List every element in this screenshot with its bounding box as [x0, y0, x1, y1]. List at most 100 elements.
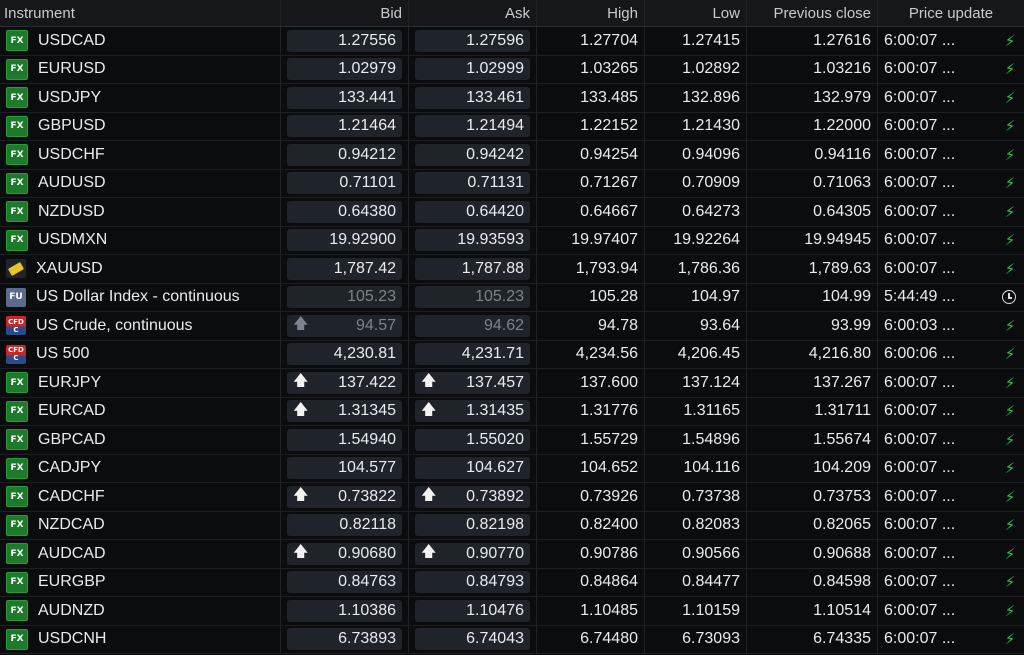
- table-row[interactable]: FX GBPUSD 1.21464 1.21494 1.22152 1.2143…: [0, 112, 1024, 141]
- bid-cell[interactable]: 0.84763: [281, 568, 409, 596]
- instrument-cell[interactable]: FX CADCHF: [0, 483, 281, 511]
- instrument-cell[interactable]: FX EURGBP: [0, 568, 281, 596]
- bid-cell[interactable]: 🡅 1.31345: [281, 397, 409, 425]
- instrument-cell[interactable]: FX EURJPY: [0, 369, 281, 397]
- bid-cell[interactable]: 1,787.42: [281, 255, 409, 283]
- instrument-cell[interactable]: CFD C US Crude, continuous: [0, 312, 281, 340]
- ask-cell[interactable]: 1.27596: [409, 27, 537, 55]
- bid-price-button[interactable]: 6.73893: [287, 628, 402, 651]
- bid-price-button[interactable]: 🡅 137.422: [287, 371, 402, 394]
- ask-price-button[interactable]: 6.74043: [415, 628, 530, 651]
- column-header-price-update[interactable]: Price update: [908, 4, 994, 22]
- ask-cell[interactable]: 133.461: [409, 84, 537, 112]
- ask-cell[interactable]: 4,231.71: [409, 340, 537, 368]
- bid-price-button[interactable]: 1,787.42: [287, 257, 402, 280]
- table-row[interactable]: FX CADJPY 104.577 104.627 104.652 104.11…: [0, 454, 1024, 483]
- bid-price-button[interactable]: 19.92900: [287, 229, 402, 252]
- ask-price-button[interactable]: 1.02999: [415, 58, 530, 81]
- bid-price-button[interactable]: 🡅 94.57: [287, 314, 402, 337]
- bid-price-button[interactable]: 1.21464: [287, 115, 402, 138]
- ask-price-button[interactable]: 1.55020: [415, 428, 530, 451]
- bid-price-button[interactable]: 1.27556: [287, 29, 402, 52]
- ask-price-button[interactable]: 🡅 1.31435: [415, 400, 530, 423]
- bid-cell[interactable]: 1.21464: [281, 112, 409, 140]
- table-row[interactable]: FX EURCAD 🡅 1.31345 🡅 1.31435 1.31776 1.…: [0, 397, 1024, 426]
- ask-price-button[interactable]: 🡅 0.73892: [415, 485, 530, 508]
- ask-cell[interactable]: 0.82198: [409, 511, 537, 539]
- bid-cell[interactable]: 1.54940: [281, 426, 409, 454]
- column-header-instrument[interactable]: Instrument: [0, 0, 281, 26]
- table-row[interactable]: FX AUDNZD 1.10386 1.10476 1.10485 1.1015…: [0, 597, 1024, 626]
- instrument-cell[interactable]: FX USDCNH: [0, 625, 281, 653]
- instrument-cell[interactable]: FX AUDNZD: [0, 597, 281, 625]
- instrument-cell[interactable]: FU US Dollar Index - continuous: [0, 283, 281, 311]
- instrument-cell[interactable]: FX GBPUSD: [0, 112, 281, 140]
- ask-cell[interactable]: 0.84793: [409, 568, 537, 596]
- instrument-cell[interactable]: FX NZDCAD: [0, 511, 281, 539]
- ask-cell[interactable]: 1.21494: [409, 112, 537, 140]
- bid-cell[interactable]: 0.64380: [281, 198, 409, 226]
- bid-cell[interactable]: 0.82118: [281, 511, 409, 539]
- bid-price-button[interactable]: 🡅 0.73822: [287, 485, 402, 508]
- table-row[interactable]: FX USDCHF 0.94212 0.94242 0.94254 0.9409…: [0, 141, 1024, 170]
- bid-price-button[interactable]: 105.23: [287, 286, 402, 309]
- table-row[interactable]: FX EURJPY 🡅 137.422 🡅 137.457 137.600 13…: [0, 369, 1024, 398]
- ask-price-button[interactable]: 133.461: [415, 86, 530, 109]
- table-row[interactable]: FU US Dollar Index - continuous 105.23 1…: [0, 283, 1024, 312]
- ask-cell[interactable]: 1.02999: [409, 55, 537, 83]
- ask-price-button[interactable]: 1.27596: [415, 29, 530, 52]
- ask-cell[interactable]: 6.74043: [409, 625, 537, 653]
- ask-price-button[interactable]: 104.627: [415, 457, 530, 480]
- instrument-cell[interactable]: FX USDJPY: [0, 84, 281, 112]
- bid-cell[interactable]: 🡅 0.90680: [281, 540, 409, 568]
- instrument-cell[interactable]: FX GBPCAD: [0, 426, 281, 454]
- table-row[interactable]: FX NZDUSD 0.64380 0.64420 0.64667 0.6427…: [0, 198, 1024, 227]
- bid-price-button[interactable]: 0.82118: [287, 514, 402, 537]
- bid-price-button[interactable]: 0.94212: [287, 143, 402, 166]
- ask-price-button[interactable]: 0.71131: [415, 172, 530, 195]
- bid-cell[interactable]: 🡅 137.422: [281, 369, 409, 397]
- ask-cell[interactable]: 1.10476: [409, 597, 537, 625]
- bid-price-button[interactable]: 0.64380: [287, 200, 402, 223]
- ask-price-button[interactable]: 19.93593: [415, 229, 530, 252]
- instrument-cell[interactable]: FX AUDUSD: [0, 169, 281, 197]
- instrument-cell[interactable]: FX CADJPY: [0, 454, 281, 482]
- bid-price-button[interactable]: 1.54940: [287, 428, 402, 451]
- bid-price-button[interactable]: 104.577: [287, 457, 402, 480]
- table-row[interactable]: FX USDCNH 6.73893 6.74043 6.74480 6.7309…: [0, 625, 1024, 654]
- bid-price-button[interactable]: 0.71101: [287, 172, 402, 195]
- table-row[interactable]: FX AUDUSD 0.71101 0.71131 0.71267 0.7090…: [0, 169, 1024, 198]
- instrument-cell[interactable]: FX USDCAD: [0, 27, 281, 55]
- column-header-ask[interactable]: Ask: [409, 0, 537, 26]
- instrument-cell[interactable]: FX USDMXN: [0, 226, 281, 254]
- ask-price-button[interactable]: 0.82198: [415, 514, 530, 537]
- column-header-bid[interactable]: Bid: [281, 0, 409, 26]
- table-row[interactable]: FX USDCAD 1.27556 1.27596 1.27704 1.2741…: [0, 27, 1024, 56]
- instrument-cell[interactable]: FX EURCAD: [0, 397, 281, 425]
- instrument-cell[interactable]: FX AUDCAD: [0, 540, 281, 568]
- instrument-cell[interactable]: FX NZDUSD: [0, 198, 281, 226]
- table-row[interactable]: FX CADCHF 🡅 0.73822 🡅 0.73892 0.73926 0.…: [0, 483, 1024, 512]
- bid-cell[interactable]: 🡅 0.73822: [281, 483, 409, 511]
- table-row[interactable]: FX GBPCAD 1.54940 1.55020 1.55729 1.5489…: [0, 426, 1024, 455]
- bid-cell[interactable]: 105.23: [281, 283, 409, 311]
- ask-cell[interactable]: 104.627: [409, 454, 537, 482]
- table-row[interactable]: FX NZDCAD 0.82118 0.82198 0.82400 0.8208…: [0, 511, 1024, 540]
- column-header-low[interactable]: Low: [645, 0, 747, 26]
- bid-cell[interactable]: 6.73893: [281, 625, 409, 653]
- ask-price-button[interactable]: 4,231.71: [415, 343, 530, 366]
- ask-cell[interactable]: 🡅 0.73892: [409, 483, 537, 511]
- ask-cell[interactable]: 105.23: [409, 283, 537, 311]
- bid-cell[interactable]: 1.27556: [281, 27, 409, 55]
- bid-price-button[interactable]: 1.10386: [287, 599, 402, 622]
- bid-cell[interactable]: 0.71101: [281, 169, 409, 197]
- ask-price-button[interactable]: 0.64420: [415, 200, 530, 223]
- table-row[interactable]: FX EURGBP 0.84763 0.84793 0.84864 0.8447…: [0, 568, 1024, 597]
- bid-cell[interactable]: 1.10386: [281, 597, 409, 625]
- ask-cell[interactable]: 0.71131: [409, 169, 537, 197]
- ask-cell[interactable]: 🡅 1.31435: [409, 397, 537, 425]
- column-header-high[interactable]: High: [537, 0, 645, 26]
- bid-price-button[interactable]: 1.02979: [287, 58, 402, 81]
- ask-price-button[interactable]: 0.94242: [415, 143, 530, 166]
- instrument-cell[interactable]: CFD C US 500: [0, 340, 281, 368]
